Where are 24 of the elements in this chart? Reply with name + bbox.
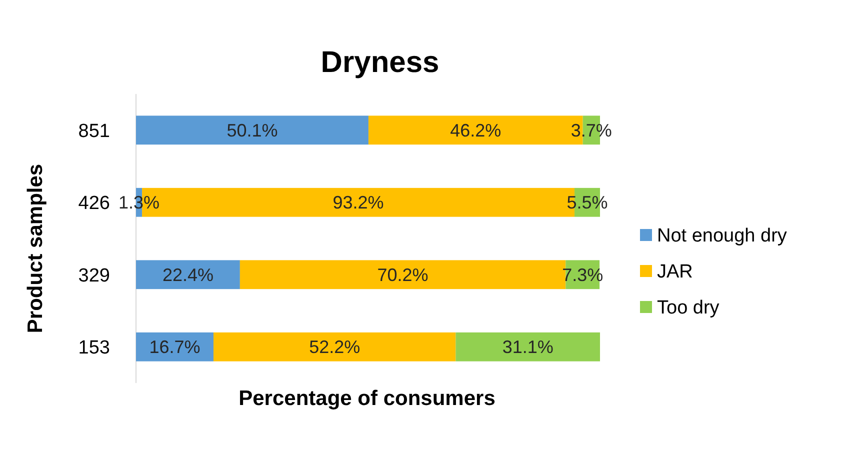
data-label: 93.2%	[332, 192, 384, 213]
legend-label: JAR	[657, 262, 693, 283]
data-label: 50.1%	[226, 120, 278, 140]
data-label: 70.2%	[377, 264, 428, 285]
bar	[136, 260, 240, 290]
y-tick-label: 329	[78, 265, 110, 286]
y-axis-title: Product samples	[24, 164, 47, 334]
legend-label: Not enough dry	[657, 226, 788, 247]
data-label: 1.3%	[118, 192, 160, 213]
data-label: 16.7%	[149, 337, 200, 358]
data-label: 31.1%	[502, 337, 554, 358]
bar	[136, 332, 214, 362]
bar	[213, 332, 456, 362]
data-label: 52.2%	[309, 337, 360, 358]
y-tick-label: 153	[78, 338, 110, 359]
legend-label: Too dry	[657, 298, 720, 319]
y-tick-label: 426	[78, 193, 110, 214]
bar	[136, 116, 368, 145]
bar	[456, 332, 600, 362]
data-label: 22.4%	[162, 264, 214, 285]
x-axis-title: Percentage of consumers	[238, 387, 496, 410]
chart-title: Dryness	[320, 46, 440, 79]
data-label: 46.2%	[450, 120, 502, 140]
y-tick-label: 851	[78, 120, 110, 142]
